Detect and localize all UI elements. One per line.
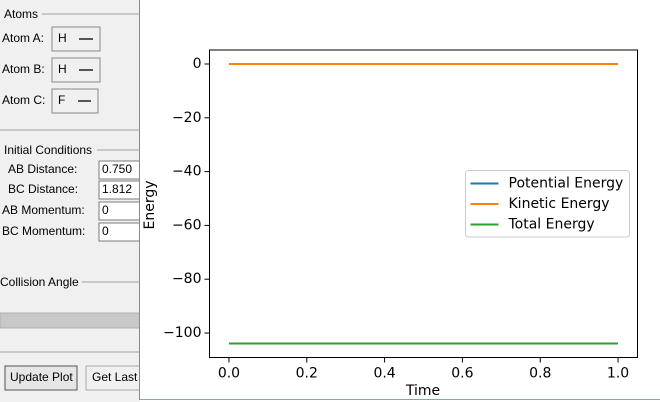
button-label: Get Last [92,370,138,384]
y-tick-label: −40 [172,164,202,180]
x-tick-label: 0.2 [296,366,318,382]
field-label: BC Distance: [8,182,78,196]
legend-label: Potential Energy [509,176,624,192]
field-label: BC Momentum: [2,224,85,238]
entry-value: 1.812 [102,182,132,196]
dropdown-value: F [58,93,65,107]
entry-value: 0 [102,224,109,238]
legend-label: Kinetic Energy [509,196,610,212]
entry-value: 0.750 [102,162,132,176]
y-tick-label: −60 [172,217,202,233]
legend-label: Total Energy [508,217,595,233]
field-label: Atom C: [2,93,45,107]
group-title: Initial Conditions [4,143,92,157]
slider[interactable] [0,312,141,329]
x-tick-label: 0.6 [451,366,473,382]
x-axis-label: Time [405,383,440,399]
plot-frame [209,49,638,358]
y-tick-label: −100 [163,325,201,341]
button[interactable] [4,365,78,391]
chart: Time Energy 0 −20 −40 −60 −80 −100 0.0 0.2 0.4 0.… [139,0,660,400]
group-title: Collision Angle [0,275,79,289]
y-axis-label: Energy [142,180,158,229]
group-title: Atoms [4,7,38,21]
legend-box [465,170,630,238]
x-tick-label: 0.4 [373,366,395,382]
field-label: Atom B: [2,62,45,76]
dropdown[interactable] [51,88,99,114]
field-label: AB Momentum: [2,203,85,217]
x-tick-label: 0.0 [218,366,240,382]
y-tick-label: 0 [193,56,202,72]
dropdown-value: H [58,31,67,45]
entry-value: 0 [102,203,109,217]
y-tick-label: −20 [172,110,202,126]
button-label: Update Plot [10,370,73,384]
field-label: AB Distance: [8,162,77,176]
dropdown-value: H [58,62,67,76]
x-tick-label: 1.0 [607,366,629,382]
x-tick-label: 0.8 [529,366,551,382]
field-label: Atom A: [2,31,44,45]
y-tick-label: −80 [172,271,202,287]
